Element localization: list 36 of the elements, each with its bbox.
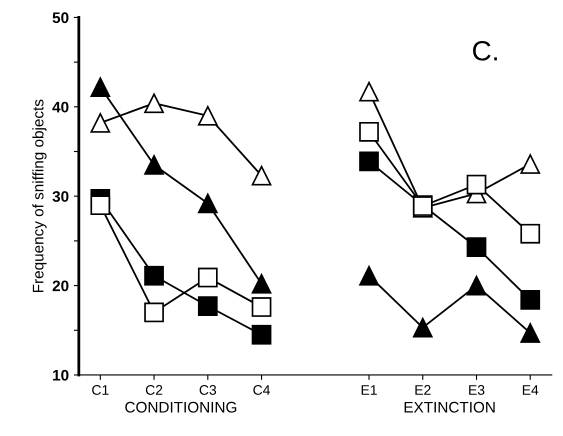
point — [144, 155, 164, 175]
x-tick-label: C3 — [200, 385, 216, 395]
text: EXTINCTION — [404, 402, 495, 413]
y-tick-label: 30 — [52, 191, 68, 202]
x-tick-label: E3 — [469, 385, 484, 395]
text: CONDITIONING — [125, 402, 236, 413]
point — [520, 224, 540, 244]
point — [198, 193, 218, 214]
point — [466, 237, 486, 258]
x-tick-label: E2 — [415, 385, 431, 395]
x-tick-label: E4 — [522, 385, 538, 395]
annotation: C. — [473, 40, 497, 61]
point — [144, 266, 164, 286]
point — [90, 195, 110, 215]
point — [252, 324, 272, 345]
point — [198, 268, 218, 288]
y-tick-label: 10 — [53, 370, 68, 381]
x-tick-label: C1 — [92, 385, 109, 395]
point — [198, 296, 218, 316]
point — [252, 274, 272, 294]
point — [412, 318, 433, 338]
y-tick-label: 50 — [52, 12, 68, 24]
point — [359, 266, 379, 286]
point — [359, 151, 379, 172]
x-tick-label: E1 — [362, 385, 377, 395]
x-tick-label: C4 — [253, 385, 270, 395]
point — [466, 174, 486, 194]
point — [144, 302, 164, 322]
y-tick-label: 20 — [52, 280, 68, 292]
y-axis-title: Frequency of sniffing objects — [32, 100, 47, 292]
point — [90, 77, 110, 98]
x-tick-label: C2 — [146, 385, 162, 395]
point — [520, 323, 540, 343]
y-tick-label: 40 — [52, 102, 68, 113]
point — [520, 290, 540, 310]
point — [466, 276, 486, 296]
